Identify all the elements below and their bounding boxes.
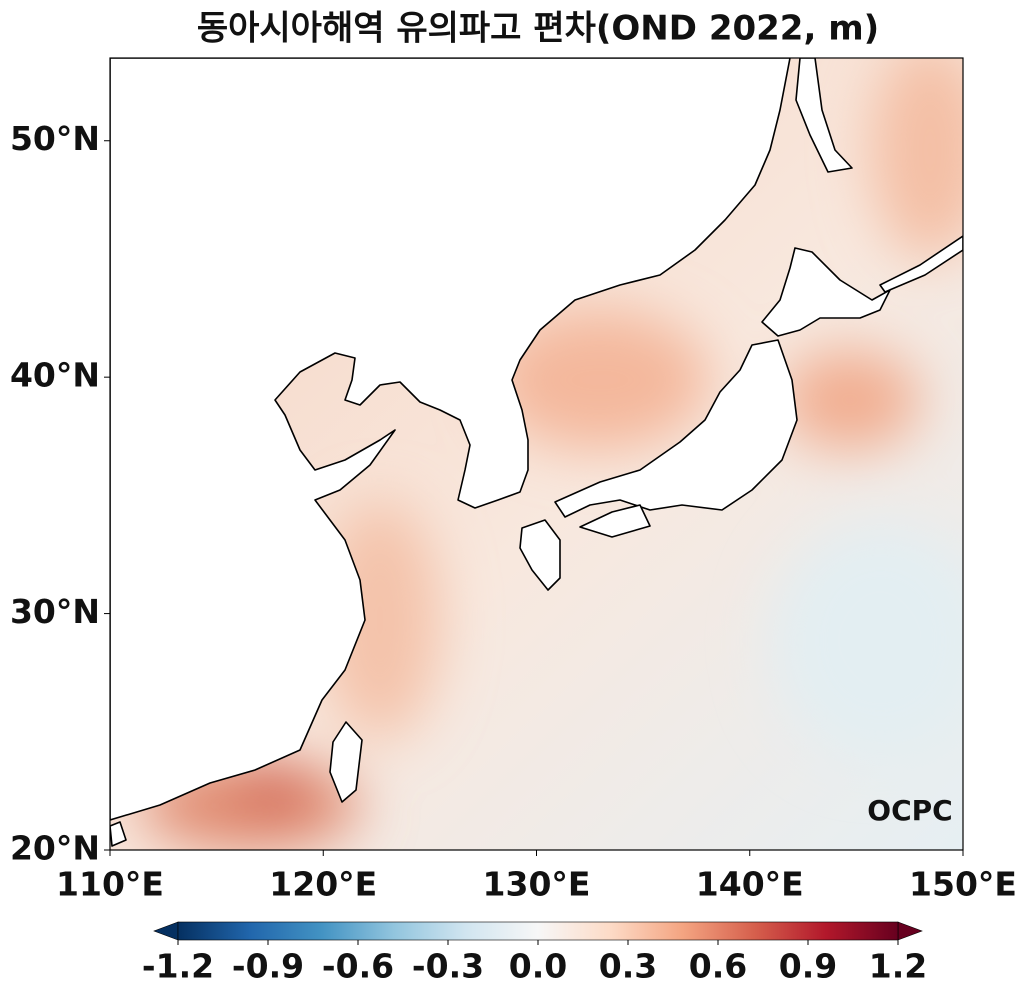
colorbar-tick-label: 0.6 bbox=[689, 947, 747, 986]
honshu bbox=[554, 339, 798, 518]
colorbar-tick-label: 0.9 bbox=[779, 947, 837, 986]
y-tick-label: 30°N bbox=[10, 592, 100, 631]
colorbar-tick-label: 1.2 bbox=[869, 947, 927, 986]
map-title: 동아시아해역 유의파고 편차(OND 2022, m) bbox=[197, 9, 879, 49]
colorbar-tick-label: -0.6 bbox=[322, 947, 394, 986]
map-field bbox=[110, 58, 963, 850]
kyushu bbox=[519, 519, 561, 591]
x-tick-label: 150°E bbox=[909, 865, 1017, 904]
taiwan bbox=[329, 721, 363, 803]
x-tick-label: 120°E bbox=[269, 865, 377, 904]
colorbar-over bbox=[897, 921, 923, 941]
logo: OCPC bbox=[867, 794, 952, 827]
hainan bbox=[110, 821, 127, 847]
kamchatka-coast bbox=[879, 235, 963, 293]
anomaly-shading bbox=[140, 58, 963, 850]
colorbar-tick-label: -0.9 bbox=[232, 947, 304, 986]
x-tick-label: 110°E bbox=[56, 865, 164, 904]
x-tick-label: 130°E bbox=[483, 865, 591, 904]
y-tick-label: 20°N bbox=[10, 829, 100, 868]
hokkaido bbox=[761, 247, 891, 337]
mainland-asia bbox=[110, 58, 791, 821]
colorbar-tick-label: 0.3 bbox=[599, 947, 657, 986]
axes: 110°E 120°E 130°E 140°E 150°E 20°N 30°N 40°N 50°… bbox=[10, 119, 1017, 903]
shikoku bbox=[579, 504, 651, 538]
colorbar-tick-label: -1.2 bbox=[142, 947, 214, 986]
y-tick-label: 50°N bbox=[10, 119, 100, 158]
sakhalin bbox=[795, 58, 853, 173]
colorbar-under bbox=[153, 921, 179, 941]
x-tick-label: 140°E bbox=[696, 865, 804, 904]
colorbar-scale bbox=[177, 921, 899, 941]
colorbar-tick-label: 0.0 bbox=[509, 947, 567, 986]
colorbar-tick-label: -0.3 bbox=[412, 947, 484, 986]
colorbar: -1.2 -0.9 -0.6 -0.3 0.0 0.3 0.6 0.9 1.2 bbox=[142, 921, 927, 986]
y-tick-label: 40°N bbox=[10, 356, 100, 395]
